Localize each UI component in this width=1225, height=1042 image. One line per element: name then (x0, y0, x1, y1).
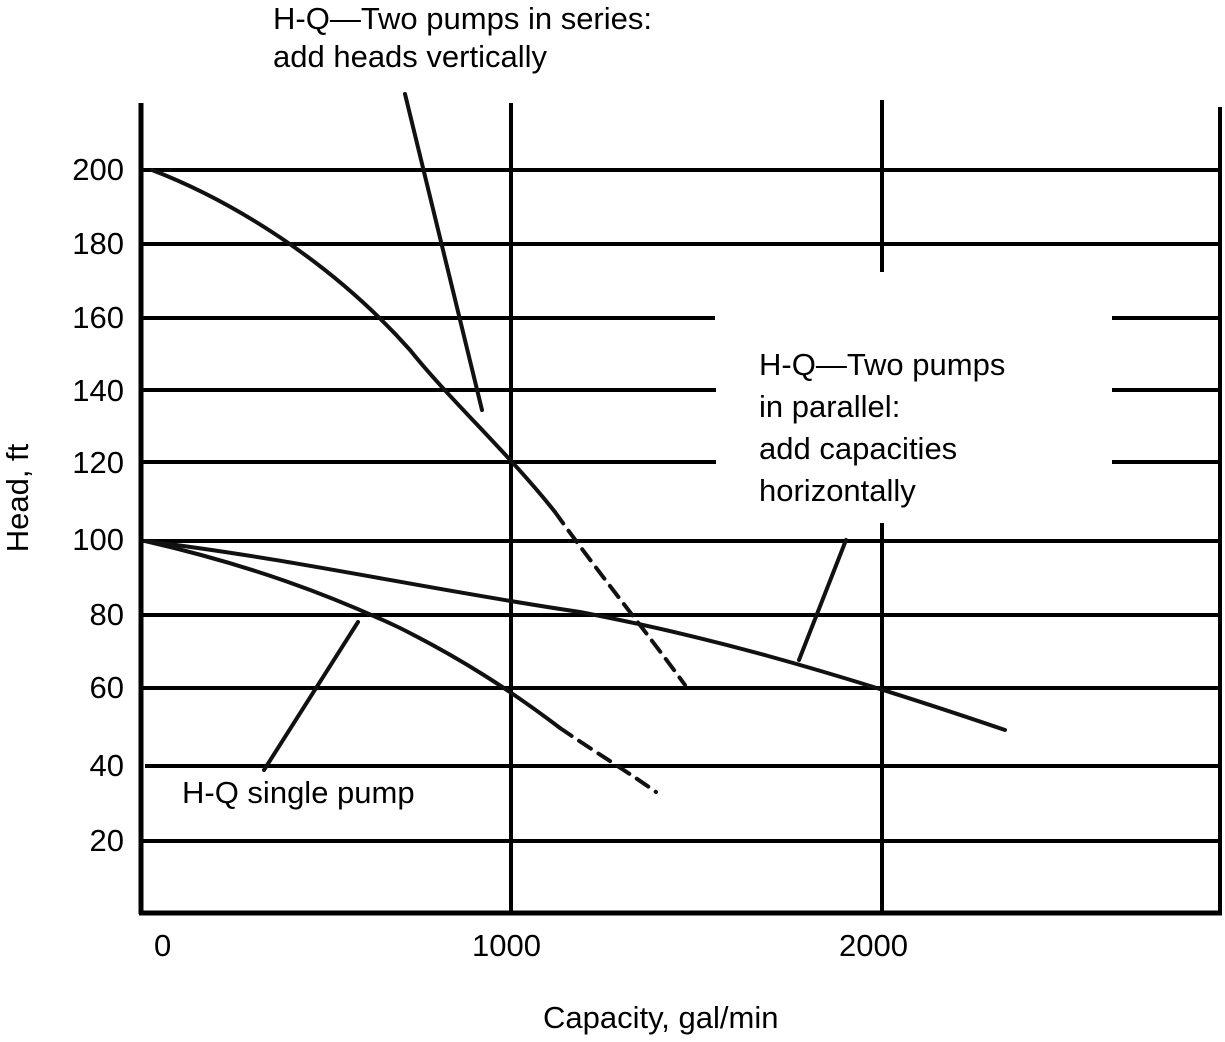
annotation-series-line1: H-Q—Two pumps in series: (273, 1, 652, 36)
y-tick-20: 20 (89, 823, 124, 858)
annotation-parallel-line2: in parallel: (759, 389, 901, 424)
curve-single-dashed (558, 726, 658, 794)
annotation-parallel-line3: add capacities (759, 431, 958, 466)
grid (138, 100, 1222, 916)
y-tick-60: 60 (89, 670, 124, 705)
y-tick-100: 100 (72, 522, 124, 557)
annotation-parallel-line1: H-Q—Two pumps (759, 347, 1006, 382)
y-tick-180: 180 (72, 226, 124, 261)
annotation-series-line2: add heads vertically (273, 39, 547, 74)
annotation-series: H-Q—Two pumps in series: add heads verti… (273, 0, 652, 76)
curve-single-solid (143, 539, 562, 730)
x-tick-2000: 2000 (839, 928, 908, 963)
curves (143, 92, 1007, 794)
leader-single (262, 620, 360, 772)
annotation-parallel-line4: horizontally (759, 473, 916, 508)
y-tick-120: 120 (72, 445, 124, 480)
y-tick-140: 140 (72, 373, 124, 408)
y-tick-200: 200 (72, 152, 124, 187)
x-axis-label: Capacity, gal/min (543, 1000, 779, 1035)
leader-series (403, 92, 484, 412)
x-tick-0: 0 (154, 928, 172, 963)
annotation-single: H-Q single pump (182, 775, 415, 810)
leader-parallel (797, 538, 848, 662)
curve-series-solid (150, 168, 557, 514)
x-tick-1000: 1000 (472, 928, 541, 963)
annotation-parallel: H-Q—Two pumps in parallel: add capacitie… (759, 344, 1005, 512)
y-tick-40: 40 (89, 748, 124, 783)
curve-parallel (143, 539, 1007, 732)
y-tick-80: 80 (89, 597, 124, 632)
y-tick-160: 160 (72, 300, 124, 335)
y-axis-label: Head, ft (0, 443, 35, 553)
curve-series-dashed (553, 510, 687, 687)
